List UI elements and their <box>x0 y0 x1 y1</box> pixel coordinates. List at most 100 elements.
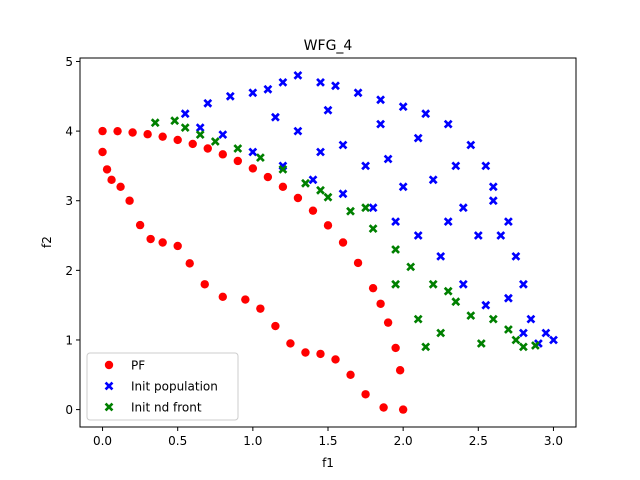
data-point <box>458 203 468 213</box>
data-point <box>519 342 528 352</box>
y-tick-label: 4 <box>65 125 73 139</box>
y-tick-label: 3 <box>65 194 73 208</box>
data-point <box>436 252 446 261</box>
data-point <box>391 343 400 353</box>
x-axis-ticks: 0.0 0.5 1.0 1.5 2.0 2.5 3.0 <box>93 427 563 448</box>
data-point <box>436 328 446 338</box>
data-point <box>549 335 558 345</box>
data-point <box>398 102 408 112</box>
data-point <box>98 147 107 157</box>
data-point <box>256 153 265 162</box>
data-point <box>241 295 250 304</box>
data-point <box>519 328 528 338</box>
x-tick-label: 1.0 <box>243 434 262 448</box>
x-tick-label: 1.5 <box>318 434 337 448</box>
data-point <box>188 139 197 149</box>
data-point <box>346 370 355 379</box>
data-point <box>421 109 431 119</box>
data-point <box>331 355 340 364</box>
legend-label: PF <box>131 359 145 373</box>
data-point <box>368 283 378 293</box>
data-point <box>143 130 152 139</box>
legend-marker <box>104 360 114 370</box>
y-tick-label: 0 <box>65 403 73 417</box>
data-point <box>383 318 393 327</box>
data-point <box>443 217 453 226</box>
y-tick-label: 5 <box>65 55 73 69</box>
data-point <box>531 341 540 350</box>
data-point <box>451 161 461 171</box>
data-point <box>338 189 348 199</box>
data-point <box>286 339 295 348</box>
data-point <box>481 300 491 310</box>
data-point <box>195 130 205 139</box>
data-point <box>210 137 220 146</box>
data-point <box>504 293 513 303</box>
data-point <box>443 286 453 296</box>
data-point <box>395 366 405 375</box>
x-axis-label: f1 <box>322 456 334 470</box>
data-point <box>98 126 107 136</box>
data-point <box>504 217 513 226</box>
data-point <box>278 182 288 192</box>
data-point <box>466 311 476 320</box>
data-point <box>466 140 476 150</box>
data-point <box>353 258 363 268</box>
x-tick-label: 0.5 <box>168 434 187 448</box>
data-point <box>376 299 385 308</box>
legend-marker <box>104 402 114 412</box>
data-point <box>361 390 370 399</box>
x-tick-label: 2.5 <box>469 434 488 448</box>
data-point <box>200 280 209 289</box>
data-point <box>383 154 393 164</box>
data-point <box>421 342 431 352</box>
legend-marker <box>104 381 114 391</box>
data-point <box>391 245 400 254</box>
data-point <box>316 78 325 87</box>
data-point <box>158 132 167 141</box>
data-point <box>526 314 536 324</box>
y-tick-label: 2 <box>65 264 73 278</box>
data-point <box>338 238 348 247</box>
data-point <box>368 224 378 233</box>
data-point <box>308 206 318 215</box>
data-point <box>481 161 491 171</box>
data-point <box>158 238 167 247</box>
data-point <box>218 150 227 159</box>
data-point <box>458 279 468 289</box>
data-point <box>271 112 280 122</box>
data-point <box>185 259 194 268</box>
legend-label: Init population <box>131 380 218 394</box>
data-point <box>150 118 160 128</box>
data-point <box>496 231 506 240</box>
data-point <box>170 116 180 126</box>
data-point <box>308 175 318 185</box>
data-point <box>233 144 243 153</box>
data-point <box>476 339 486 348</box>
data-point <box>428 175 438 185</box>
data-point <box>488 196 498 206</box>
data-point <box>248 88 258 98</box>
data-point <box>406 262 416 272</box>
data-markers <box>98 71 558 414</box>
data-point <box>180 123 190 132</box>
data-point <box>488 314 498 324</box>
data-point <box>323 192 333 202</box>
data-point <box>113 126 122 136</box>
data-point <box>146 234 155 244</box>
data-point <box>263 172 273 182</box>
data-point <box>443 119 453 129</box>
data-point <box>180 109 190 119</box>
data-point <box>233 156 243 166</box>
data-point <box>316 147 325 157</box>
series-1 <box>180 71 558 348</box>
legend-box <box>86 352 239 421</box>
data-point <box>368 203 378 213</box>
data-point <box>203 144 212 153</box>
data-point <box>271 321 280 331</box>
data-point <box>338 140 348 150</box>
x-tick-label: 2.0 <box>394 434 413 448</box>
data-point <box>323 105 333 115</box>
x-tick-label: 3.0 <box>544 434 563 448</box>
